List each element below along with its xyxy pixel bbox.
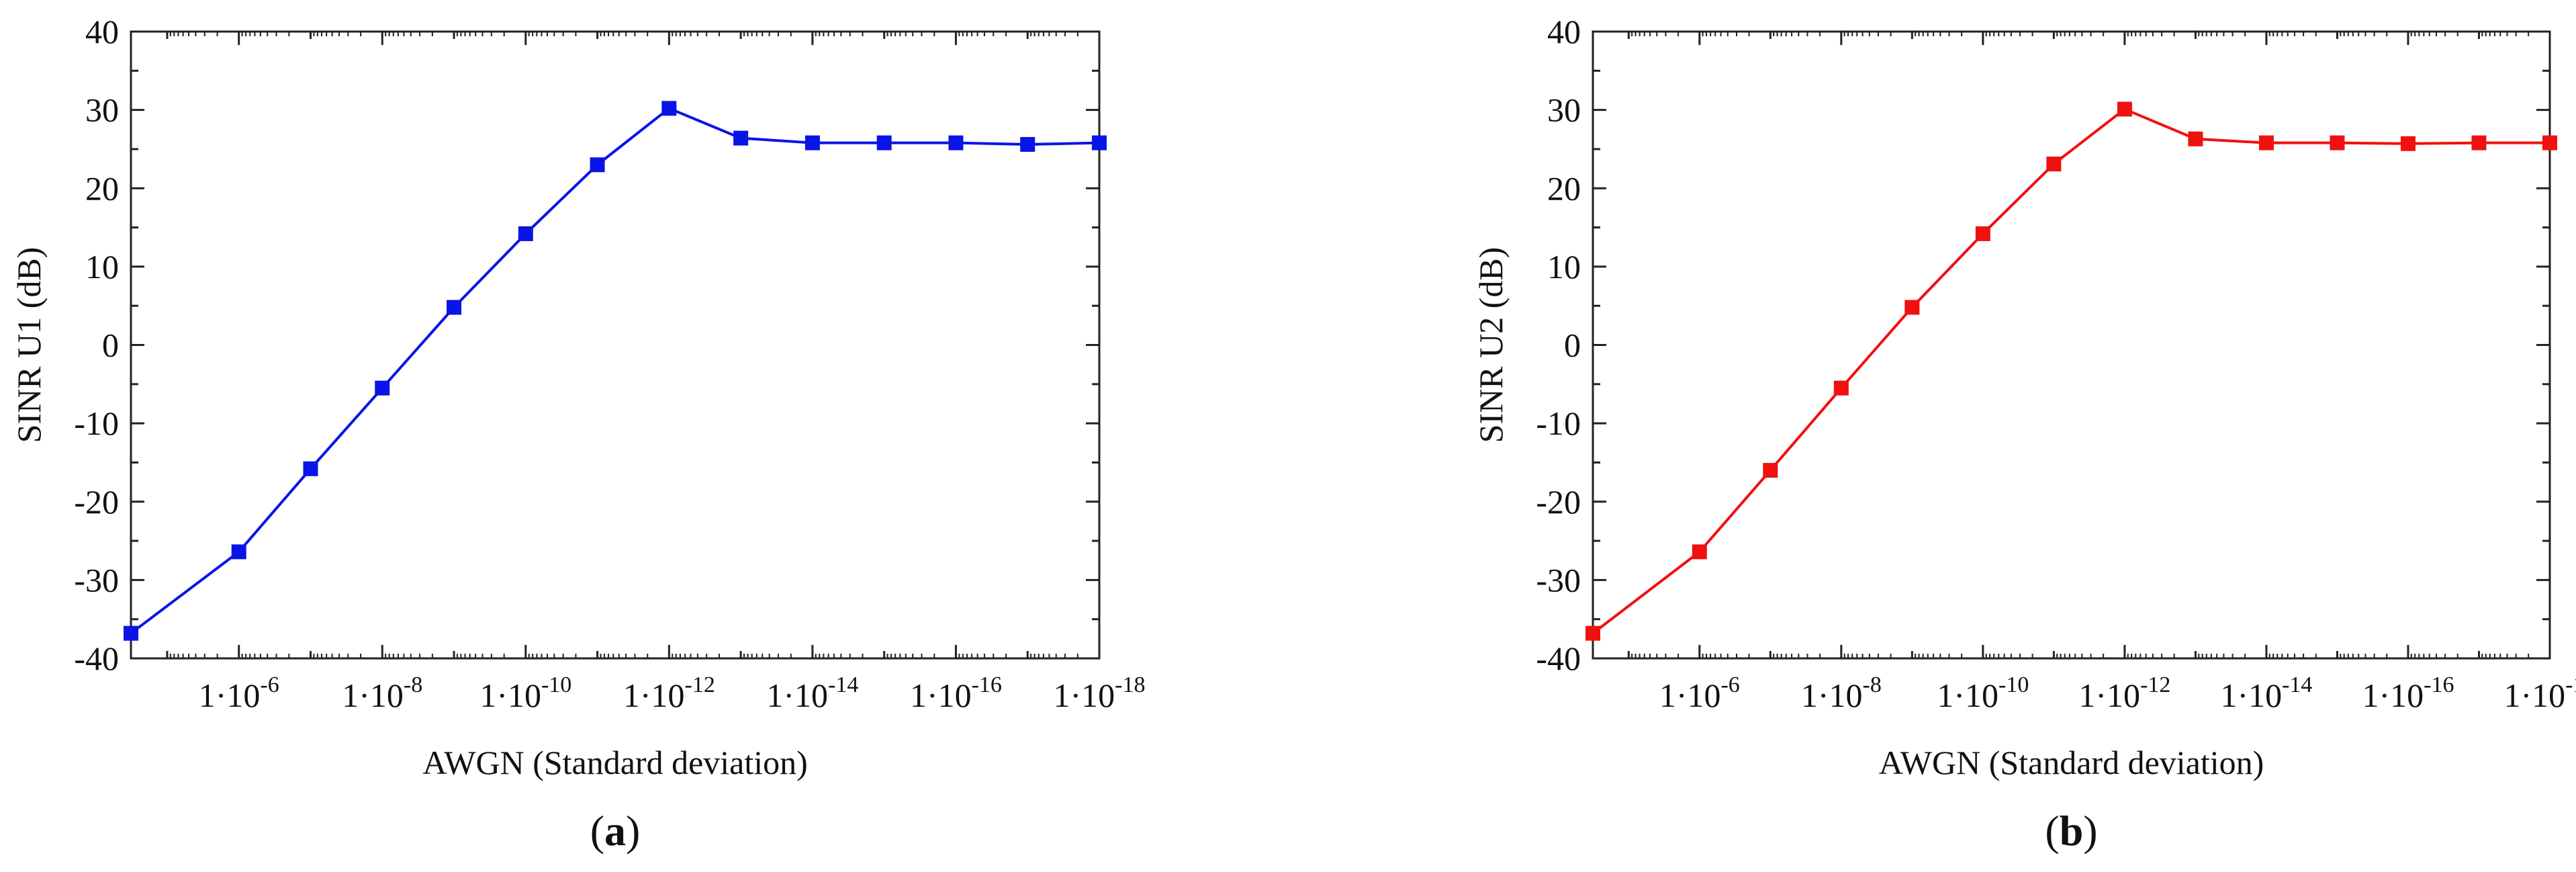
chart-b-x-tick-label: 1·10-18 xyxy=(2504,672,2576,714)
chart-a-x-tick-label: 1·10-6 xyxy=(199,672,279,714)
chart-a-data-point xyxy=(1092,135,1107,150)
chart-b-data-point xyxy=(2330,135,2345,150)
chart-b-data-point xyxy=(2258,135,2274,150)
chart-b-y-tick-label: 30 xyxy=(1547,91,1581,129)
chart-b-panel-label: (b) xyxy=(2045,807,2097,855)
chart-a-data-point xyxy=(733,130,749,146)
chart-a-x-tick-label: 1·10-10 xyxy=(479,672,571,714)
chart-a-data-point xyxy=(375,380,390,396)
chart-b-data-point xyxy=(1585,625,1600,641)
chart-b-data-point xyxy=(2117,101,2132,117)
chart-a-y-axis-title: SINR U1 (dB) xyxy=(10,247,48,443)
chart-b-x-tick-label: 1·10-6 xyxy=(1659,672,1740,714)
chart-a-data-point xyxy=(876,135,892,150)
chart-a-y-tick-label: -10 xyxy=(74,404,119,442)
chart-b-y-tick-label: -20 xyxy=(1536,483,1581,521)
chart-a-panel-label: (a) xyxy=(590,807,641,855)
chart-a-x-tick-label: 1·10-8 xyxy=(342,672,422,714)
chart-b-x-tick-label: 1·10-8 xyxy=(1801,672,1882,714)
chart-a-data-point xyxy=(447,300,462,315)
chart-a-series-line xyxy=(130,106,1100,635)
chart-b-data-point xyxy=(2046,157,2062,172)
chart-b-y-tick-label: -40 xyxy=(1536,640,1581,677)
chart-a-y-tick-label: 20 xyxy=(85,169,119,207)
chart-b-data-point xyxy=(1833,380,1849,396)
chart-b-plot-frame xyxy=(1592,30,2551,660)
chart-b-data-point xyxy=(1763,463,1778,478)
chart-a-data-point xyxy=(518,226,533,241)
chart-a-data-point xyxy=(948,135,964,150)
chart-a-x-tick-label: 1·10-12 xyxy=(623,672,715,714)
chart-a-x-tick-label: 1·10-18 xyxy=(1054,672,1146,714)
chart-b-y-tick-label: 10 xyxy=(1547,248,1581,286)
chart-a-data-point xyxy=(804,135,820,150)
chart-b-y-tick-label: -30 xyxy=(1536,561,1581,599)
chart-a-y-tick-label: 30 xyxy=(85,91,119,129)
chart-a-data-point xyxy=(124,625,138,641)
chart-b-x-tick-label: 1·10-16 xyxy=(2362,672,2454,714)
chart-b-data-point xyxy=(2400,136,2416,151)
chart-a-y-tick-label: -20 xyxy=(74,483,119,521)
chart-b-y-axis-title: SINR U2 (dB) xyxy=(1472,247,1510,443)
chart-a-data-point xyxy=(1020,136,1036,152)
chart-a-x-axis-title: AWGN (Standard deviation) xyxy=(422,744,808,781)
chart-b-data-point xyxy=(1975,226,1990,241)
chart-b-y-tick-label: -10 xyxy=(1536,404,1581,442)
chart-a-y-tick-label: -40 xyxy=(74,640,119,677)
chart-a-y-tick-label: 40 xyxy=(85,13,119,50)
chart-b-data-point xyxy=(2542,135,2557,150)
chart-b-x-axis-title: AWGN (Standard deviation) xyxy=(1879,744,2264,781)
chart-b-data-point xyxy=(2188,131,2203,146)
chart-a-data-point xyxy=(303,461,318,476)
chart-a-y-tick-label: 0 xyxy=(102,326,119,364)
chart-a-data-point xyxy=(661,101,677,116)
chart-b-y-tick-label: 20 xyxy=(1547,169,1581,207)
chart-b-data-point xyxy=(2471,135,2487,150)
chart-b-data-point xyxy=(1692,544,1707,560)
chart-a-data-point xyxy=(231,544,246,560)
chart-b-data-point xyxy=(1904,300,1920,315)
chart-panel-b: -40 -30 -20 -10 0 10 20 30 40 1·10-6 1·10-8 1·10-10… xyxy=(1472,13,2576,855)
chart-a-x-tick-label: 1·10-16 xyxy=(910,672,1002,714)
chart-panel-a: -40 -30 -20 -10 0 10 20 30 40 1·10-6 1·10-8 1·10-10… xyxy=(10,13,1145,855)
chart-b-y-tick-label: 40 xyxy=(1547,13,1581,50)
chart-a-y-tick-label: -30 xyxy=(74,561,119,599)
chart-a-y-tick-label: 10 xyxy=(85,248,119,286)
chart-a-data-point xyxy=(590,157,605,173)
chart-a-plot-frame xyxy=(130,30,1101,660)
chart-b-x-tick-label: 1·10-14 xyxy=(2220,672,2312,714)
chart-b-y-tick-label: 0 xyxy=(1564,326,1581,364)
chart-b-x-tick-label: 1·10-12 xyxy=(2078,672,2170,714)
chart-b-series-line xyxy=(1592,107,2550,635)
chart-a-x-tick-label: 1·10-14 xyxy=(766,672,858,714)
chart-b-x-tick-label: 1·10-10 xyxy=(1937,672,2029,714)
